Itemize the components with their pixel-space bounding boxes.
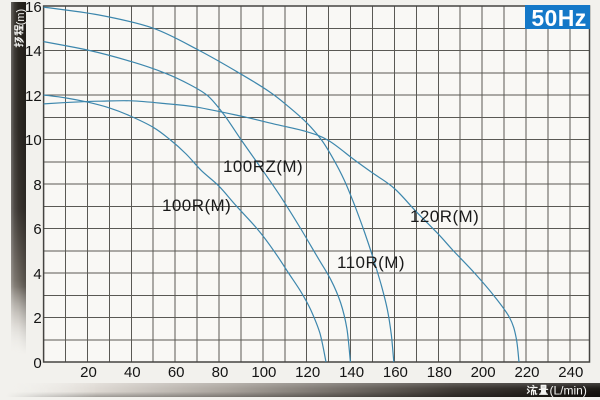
svg-text:(L/min): (L/min)	[550, 383, 587, 397]
svg-text:(m): (m)	[15, 9, 27, 26]
